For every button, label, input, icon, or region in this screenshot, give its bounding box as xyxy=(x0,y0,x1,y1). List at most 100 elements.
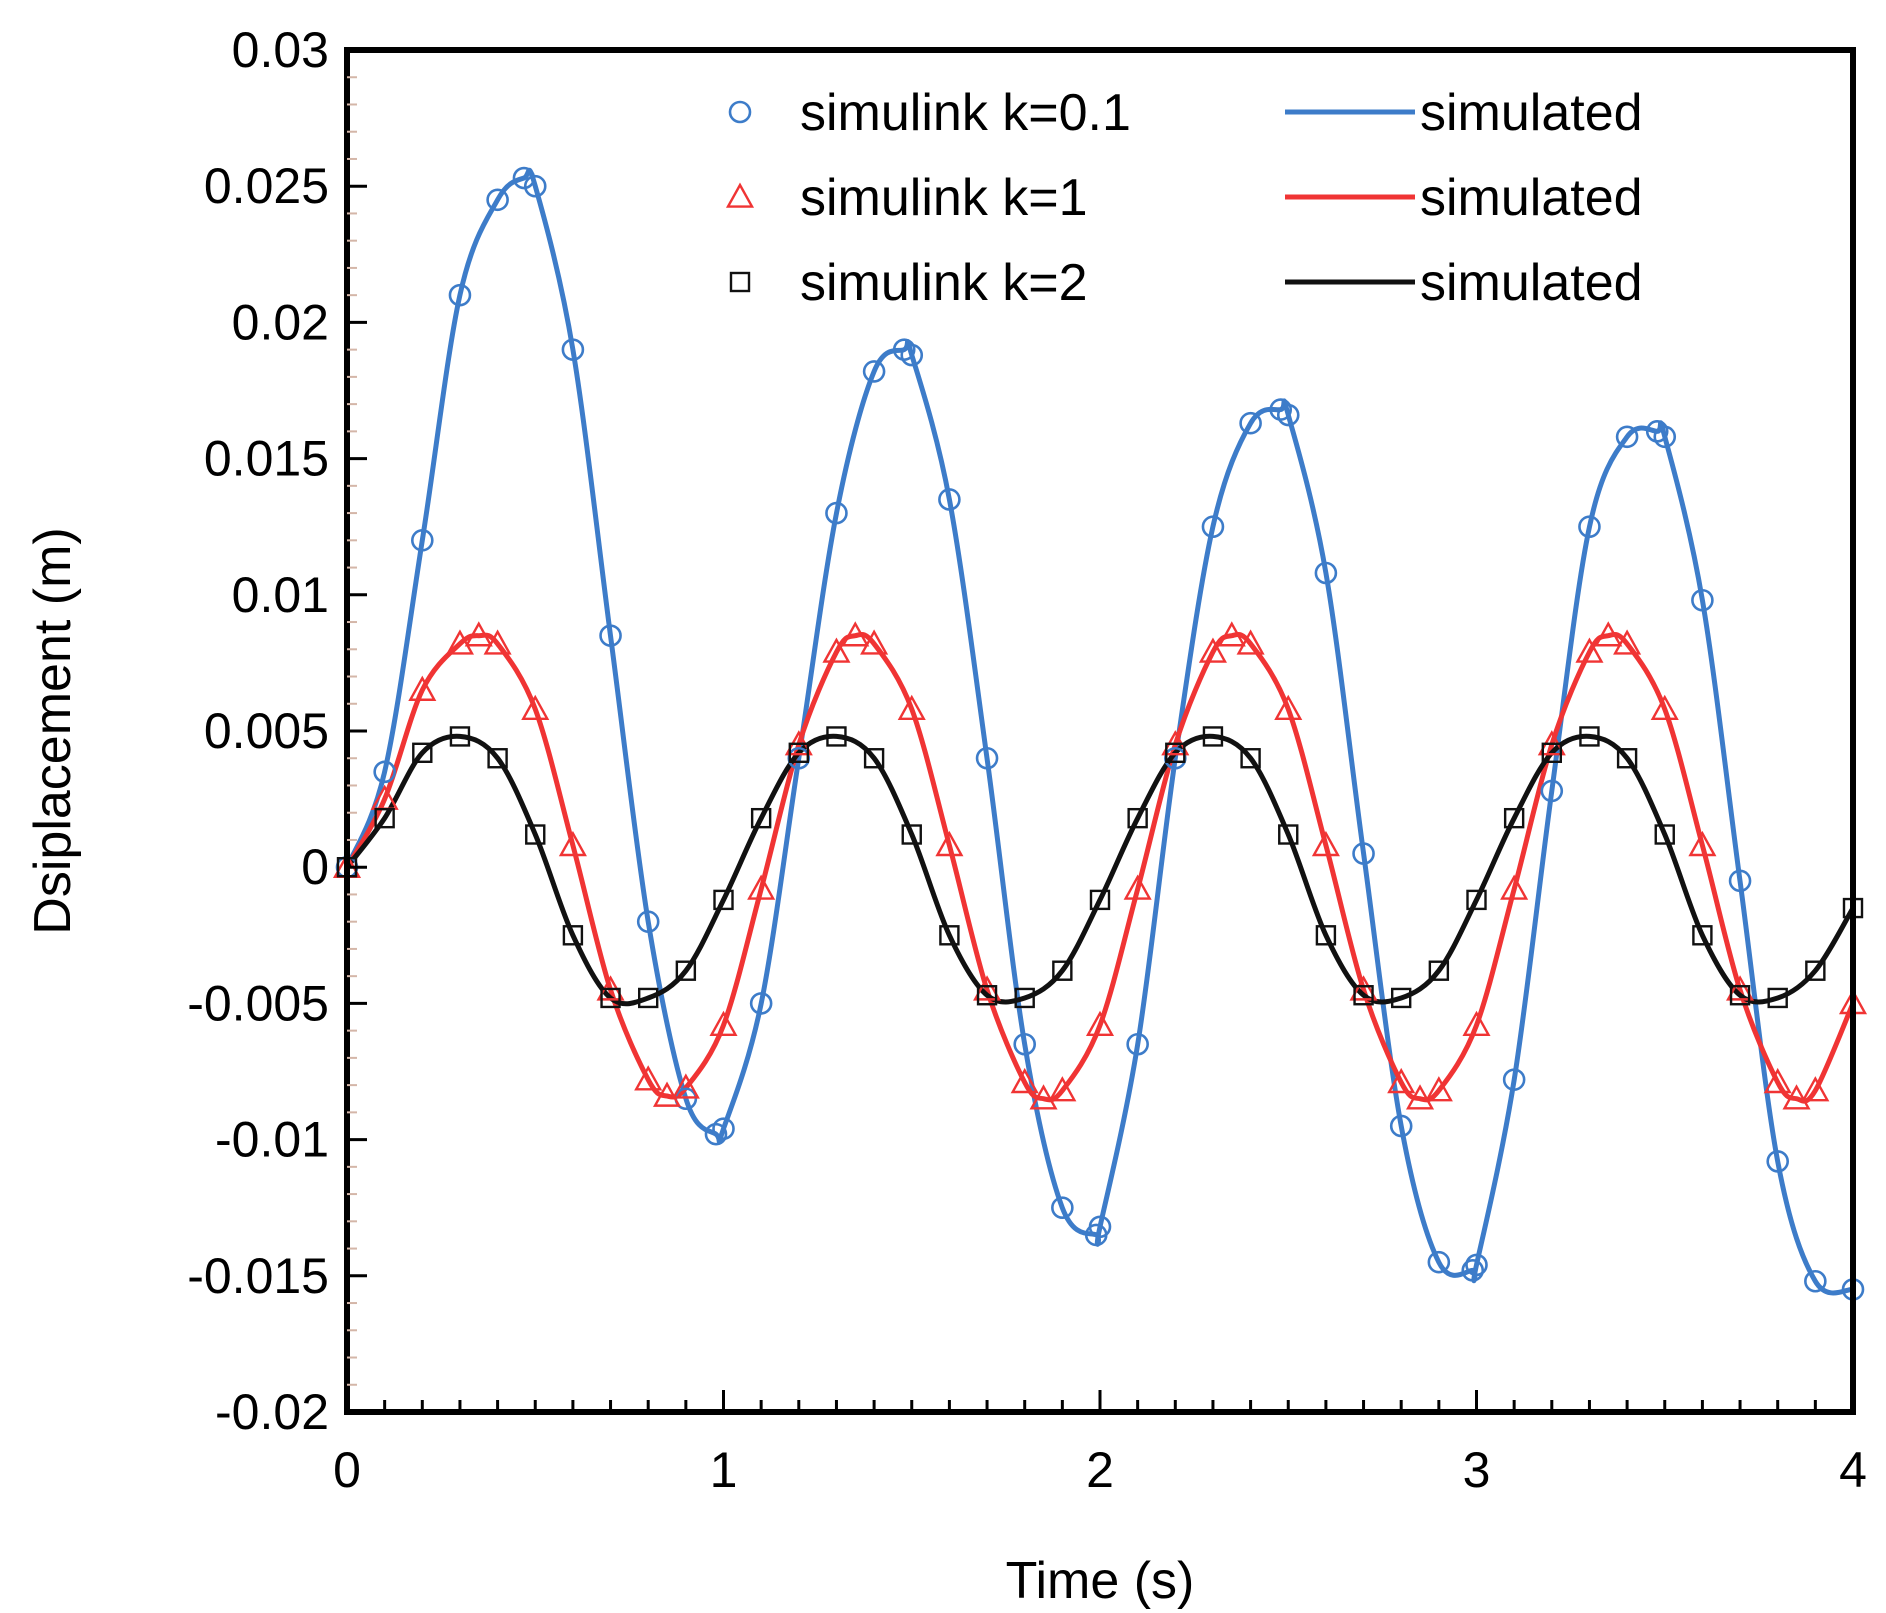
x-tick-label: 1 xyxy=(710,1442,738,1498)
data-point xyxy=(935,830,964,857)
data-point xyxy=(449,726,471,747)
legend-label-line: simulated xyxy=(1420,84,1643,142)
legend-label-marker: simulink k=1 xyxy=(800,169,1088,227)
data-point xyxy=(373,760,396,784)
data-point xyxy=(671,1073,700,1099)
data-point xyxy=(1198,637,1227,663)
data-point xyxy=(445,629,474,655)
y-tick-label: 0.02 xyxy=(232,294,329,350)
data-point xyxy=(862,360,886,383)
data-point xyxy=(901,824,922,845)
data-point xyxy=(749,992,773,1015)
y-tick-label: 0.015 xyxy=(204,431,329,487)
data-point xyxy=(1389,1114,1413,1138)
data-point xyxy=(1014,987,1035,1009)
data-point xyxy=(938,488,961,511)
data-point xyxy=(1691,588,1714,612)
x-tick-label: 0 xyxy=(333,1442,361,1498)
data-point xyxy=(374,807,395,829)
data-point xyxy=(747,874,776,900)
data-point xyxy=(1729,985,1751,1006)
data-point xyxy=(486,188,509,212)
data-point xyxy=(1427,1250,1451,1274)
data-point xyxy=(1461,1259,1485,1282)
data-point xyxy=(464,621,493,647)
data-point xyxy=(1782,1084,1811,1110)
data-point xyxy=(1465,1253,1488,1277)
data-point xyxy=(1579,726,1600,747)
data-point xyxy=(1801,1076,1830,1102)
data-point xyxy=(1767,987,1788,1009)
data-point xyxy=(675,960,697,981)
data-point xyxy=(599,624,622,647)
data-point xyxy=(1428,960,1450,981)
y-tick-label: 0 xyxy=(301,839,329,895)
legend-marker-square xyxy=(729,271,751,293)
data-point xyxy=(712,1117,735,1141)
data-point xyxy=(561,338,585,361)
data-point xyxy=(1653,425,1677,449)
data-point xyxy=(1239,411,1262,435)
data-point xyxy=(448,283,472,307)
legend: simulink k=0.1 simulated simulink k=1 simul… xyxy=(725,84,1643,312)
data-point xyxy=(1650,694,1679,721)
data-point xyxy=(1804,1269,1827,1293)
legend-marker-circle xyxy=(728,100,752,124)
x-tick-label: 2 xyxy=(1086,1442,1114,1498)
legend-label-line: simulated xyxy=(1420,254,1643,312)
x-tick-label: 4 xyxy=(1839,1442,1867,1498)
y-tick-label: 0.025 xyxy=(204,158,329,214)
data-point xyxy=(1349,975,1378,1001)
data-point xyxy=(1352,842,1375,865)
data-point xyxy=(1766,1150,1789,1173)
marker-series-4 xyxy=(336,726,1864,1009)
data-point xyxy=(1594,621,1623,647)
data-point xyxy=(1541,742,1563,763)
y-axis-ticks: 0.03 0.025 0.02 0.015 0.01 0.005 0 -0.005 -0.01 -… xyxy=(187,22,367,1440)
data-point xyxy=(1013,1032,1036,1056)
data-point xyxy=(788,742,809,763)
data-point xyxy=(1089,889,1111,911)
simulated-line-5 xyxy=(345,733,1856,1007)
data-point xyxy=(638,987,659,1009)
data-point xyxy=(863,748,885,769)
y-tick-label: 0.03 xyxy=(232,22,329,78)
data-point xyxy=(1692,925,1713,946)
data-point xyxy=(1236,629,1265,655)
data-point xyxy=(1085,1010,1115,1036)
data-point xyxy=(1424,1076,1453,1102)
data-point xyxy=(939,925,960,946)
data-point xyxy=(1405,1084,1435,1110)
data-point xyxy=(1615,425,1639,449)
y-tick-label: -0.02 xyxy=(215,1384,329,1440)
data-point xyxy=(562,925,584,946)
x-axis-ticks: 0 1 2 3 4 xyxy=(333,1390,1867,1498)
x-tick-label: 3 xyxy=(1463,1442,1491,1498)
y-tick-label: 0.01 xyxy=(232,567,329,623)
data-point xyxy=(1466,889,1487,911)
data-point xyxy=(1315,925,1337,946)
data-point xyxy=(1240,748,1261,769)
data-point xyxy=(822,637,851,663)
data-point xyxy=(1051,1196,1074,1219)
data-point xyxy=(1503,807,1525,829)
data-point xyxy=(976,985,998,1006)
data-point xyxy=(1278,824,1299,845)
legend-label-marker: simulink k=2 xyxy=(800,254,1088,312)
data-point xyxy=(600,987,621,1009)
data-point xyxy=(1274,694,1303,721)
data-point xyxy=(1578,515,1601,539)
marker-series-0 xyxy=(335,166,1865,1301)
data-point xyxy=(900,343,924,367)
data-point xyxy=(1048,1076,1077,1102)
data-point xyxy=(1088,1215,1112,1239)
data-point xyxy=(1654,824,1675,845)
data-point xyxy=(1202,726,1224,747)
data-point xyxy=(1353,985,1374,1006)
data-point xyxy=(558,830,587,857)
series-markers xyxy=(332,166,1868,1301)
data-point xyxy=(1613,629,1642,655)
data-point xyxy=(410,529,434,552)
data-point xyxy=(636,910,660,933)
data-point xyxy=(973,975,1002,1001)
